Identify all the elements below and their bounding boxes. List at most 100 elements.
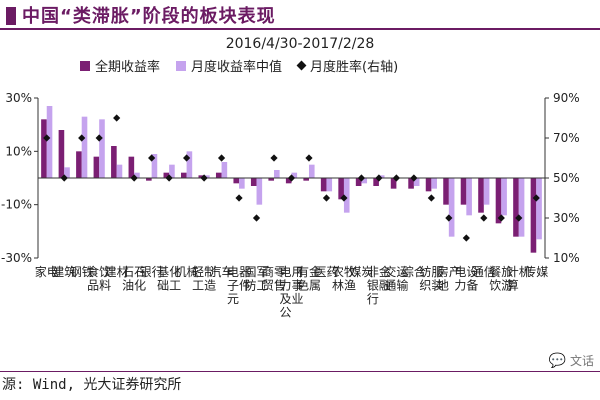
win-rate-marker — [165, 174, 173, 182]
page-title: 中国“类滞胀”阶段的板块表现 — [22, 6, 276, 27]
category-label: 食品饮料 — [87, 264, 111, 293]
bar-total-return — [41, 119, 47, 178]
category-label: 煤炭 — [349, 265, 373, 279]
category-label: 机械 — [175, 264, 199, 279]
win-rate-marker — [305, 154, 313, 162]
bar-monthly-median — [326, 178, 333, 192]
bar-monthly-median — [99, 119, 105, 178]
bar-monthly-median — [256, 178, 263, 205]
legend-label-win-rate: 月度胜率(右轴) — [310, 60, 399, 75]
win-rate-marker — [148, 154, 156, 162]
category-label: 计算机 — [507, 265, 531, 293]
category-label: 非银行金融 — [367, 264, 391, 306]
bar-total-return — [215, 172, 222, 178]
category-label: 电力设备 — [454, 265, 478, 293]
bar-total-return — [495, 178, 502, 224]
watermark: 💬 文话 — [549, 352, 594, 369]
legend-item-monthly-median: 月度收益率中值 — [176, 56, 282, 75]
win-rate-marker — [427, 194, 435, 202]
right-tick-label: 70% — [553, 131, 580, 145]
bar-monthly-median — [378, 175, 385, 178]
bar-monthly-median — [116, 164, 123, 178]
bar-total-return — [443, 178, 449, 205]
right-tick-label: 30% — [553, 211, 580, 225]
legend-swatch-monthly-median — [176, 60, 187, 71]
category-label: 银行 — [140, 265, 164, 279]
bar-monthly-median — [413, 178, 420, 186]
category-label: 商贸零售 — [262, 264, 286, 293]
category-label: 有色金属 — [297, 264, 321, 293]
bar-total-return — [146, 178, 152, 181]
bar-total-return — [76, 151, 82, 178]
right-tick-label: 90% — [553, 91, 580, 105]
win-rate-marker — [515, 214, 523, 222]
chat-bubble-icon: 💬 — [548, 352, 566, 369]
win-rate-marker — [410, 174, 418, 182]
category-label: 石油石化 — [122, 265, 146, 293]
bar-monthly-median — [291, 172, 298, 178]
legend-label-total-return: 全期收益率 — [95, 60, 161, 75]
watermark-label: 文话 — [569, 354, 594, 368]
bar-monthly-median — [81, 116, 88, 178]
bar-total-return — [338, 178, 344, 200]
category-label: 钢铁 — [70, 265, 94, 279]
bar-total-return — [198, 175, 205, 178]
chart-title-bar: 中国“类滞胀”阶段的板块表现 — [6, 2, 276, 28]
category-label: 电力及公用事业 — [279, 265, 303, 320]
win-rate-marker — [497, 214, 505, 222]
category-label: 房地产 — [437, 264, 461, 293]
bar-total-return — [303, 178, 309, 181]
category-label: 电子元器件 — [227, 265, 251, 306]
category-label: 国防军工 — [245, 265, 269, 293]
footer-rule — [0, 371, 600, 372]
left-tick-label: -30% — [1, 251, 32, 265]
win-rate-marker — [340, 194, 348, 202]
bar-monthly-median — [536, 178, 542, 240]
bar-total-return — [163, 172, 170, 178]
category-label: 建材 — [105, 265, 129, 279]
category-label: 农林牧渔 — [332, 265, 356, 293]
category-label: 医药 — [314, 265, 338, 279]
win-rate-marker — [78, 134, 86, 142]
bar-total-return — [320, 178, 327, 192]
category-label: 家电 — [35, 264, 59, 279]
bar-total-return — [425, 178, 432, 192]
legend-item-total-return: 全期收益率 — [80, 56, 160, 75]
bar-total-return — [250, 178, 257, 186]
bar-monthly-median — [343, 178, 350, 213]
bar-monthly-median — [308, 164, 315, 178]
win-rate-marker — [270, 154, 278, 162]
bar-total-return — [268, 178, 275, 181]
bar-monthly-median — [483, 178, 490, 205]
category-label: 交通运输 — [384, 264, 408, 293]
win-rate-marker — [60, 174, 68, 182]
win-rate-marker — [130, 174, 138, 182]
category-label: 通信 — [472, 265, 496, 279]
left-tick-label: 30% — [5, 91, 32, 105]
bar-total-return — [285, 178, 292, 184]
bar-total-return — [111, 146, 117, 178]
bar-monthly-median — [239, 178, 245, 189]
legend-label-monthly-median: 月度收益率中值 — [191, 60, 283, 75]
legend-swatch-total-return — [80, 60, 90, 71]
legend: 全期收益率 月度收益率中值 月度胜率(右轴) — [80, 56, 398, 75]
legend-item-win-rate: 月度胜率(右轴) — [296, 56, 399, 75]
bar-total-return — [530, 178, 537, 253]
win-rate-marker — [200, 174, 208, 182]
win-rate-marker — [95, 134, 103, 142]
bar-total-return — [513, 178, 519, 237]
bar-total-return — [408, 178, 414, 189]
left-tick-label: -10% — [1, 198, 32, 212]
category-label: 轻工制造 — [192, 265, 216, 293]
win-rate-marker — [462, 234, 470, 242]
title-bullet — [6, 7, 16, 25]
bar-total-return — [93, 156, 100, 178]
win-rate-marker — [252, 214, 261, 222]
bar-total-return — [478, 178, 484, 213]
bar-total-return — [390, 178, 397, 189]
bar-total-return — [460, 178, 467, 205]
bar-total-return — [58, 130, 65, 178]
win-rate-marker — [43, 134, 51, 142]
right-tick-label: 50% — [553, 171, 580, 185]
